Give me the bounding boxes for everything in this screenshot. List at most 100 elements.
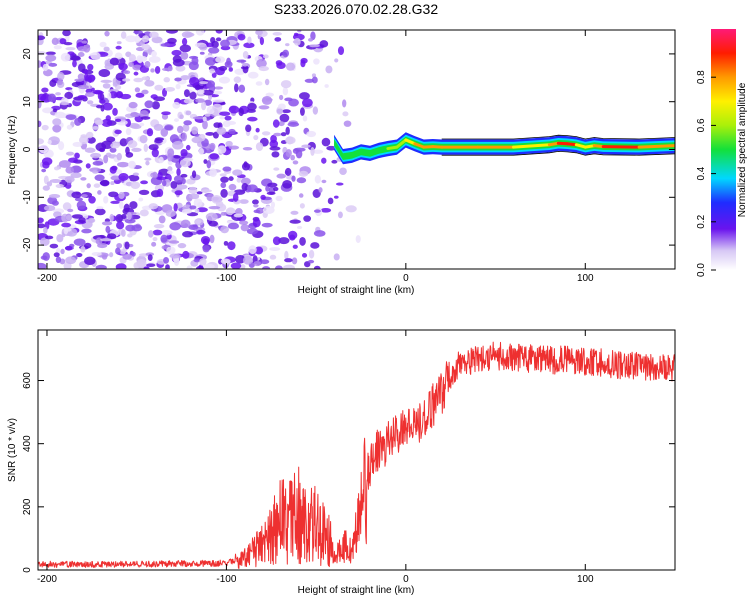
noise-blob (285, 136, 296, 145)
noise-blob (173, 155, 181, 159)
noise-blob (42, 63, 49, 72)
noise-blob (215, 56, 225, 63)
noise-blob (176, 125, 184, 134)
noise-blob (188, 76, 200, 86)
noise-blob (114, 52, 123, 60)
noise-blob (205, 131, 215, 136)
noise-blob (64, 175, 75, 183)
noise-blob (48, 193, 61, 199)
noise-blob (147, 254, 153, 262)
noise-blob (65, 114, 77, 120)
snr-panel: -200 -100 0 100 0 200 400 600 Height of straig… (7, 329, 676, 596)
noise-blob (279, 113, 290, 123)
noise-blob (85, 163, 91, 169)
noise-blob (209, 168, 217, 178)
noise-blob (331, 159, 338, 164)
noise-blob (172, 140, 184, 150)
noise-blob (101, 118, 113, 127)
noise-blob (243, 42, 255, 49)
noise-blob (242, 255, 253, 265)
noise-blob (345, 205, 357, 213)
noise-blob (288, 230, 298, 240)
noise-blob (301, 144, 311, 148)
noise-blob (81, 40, 88, 44)
noise-blob (166, 30, 178, 34)
noise-blob (115, 247, 121, 255)
noise-blob (171, 49, 182, 56)
noise-blob (74, 118, 82, 126)
noise-blob (131, 251, 136, 257)
noise-blob (188, 186, 198, 194)
noise-blob (195, 30, 205, 36)
noise-blob (259, 259, 270, 265)
noise-blob (80, 194, 88, 198)
noise-blob (242, 62, 248, 67)
spectrogram-ridge (334, 132, 675, 165)
noise-blob (321, 137, 331, 147)
noise-blob (166, 246, 176, 255)
noise-blob (132, 172, 139, 176)
noise-blob (56, 234, 64, 243)
noise-blob (191, 56, 199, 66)
snr-x-tick-label: 100 (577, 574, 594, 585)
noise-blob (122, 78, 131, 82)
noise-blob (123, 70, 131, 75)
noise-blob (255, 142, 264, 152)
noise-blob (55, 256, 62, 264)
noise-blob (270, 134, 277, 144)
noise-blob (180, 148, 188, 157)
noise-blob (173, 203, 178, 212)
noise-blob (262, 54, 269, 59)
noise-blob (52, 108, 58, 113)
ridge-hot-segment (547, 141, 560, 147)
noise-blob (43, 205, 56, 212)
noise-blob (153, 123, 164, 131)
noise-blob (181, 37, 188, 46)
noise-blob (120, 31, 127, 39)
noise-blob (167, 37, 177, 44)
snr-frame (37, 329, 676, 571)
noise-blob (309, 44, 320, 48)
noise-blob (109, 147, 117, 153)
noise-blob (74, 152, 80, 159)
noise-blob (38, 35, 46, 41)
noise-blob (275, 265, 283, 269)
noise-blob (135, 92, 145, 98)
noise-blob (40, 255, 48, 260)
noise-blob (154, 138, 163, 144)
noise-blob (115, 214, 124, 223)
noise-blob (228, 105, 240, 114)
noise-blob (233, 76, 242, 83)
noise-blob (65, 214, 72, 221)
noise-blob (280, 80, 292, 89)
noise-blob (185, 110, 192, 116)
noise-blob (313, 230, 326, 237)
noise-blob (92, 160, 104, 166)
noise-blob (109, 57, 120, 66)
noise-blob (253, 134, 259, 141)
noise-blob (232, 169, 243, 176)
noise-blob (48, 62, 58, 67)
noise-blob (225, 140, 233, 147)
noise-blob (49, 179, 62, 184)
noise-blob (212, 131, 219, 139)
noise-blob (185, 178, 196, 185)
snr-x-tick-label: -100 (216, 574, 236, 585)
noise-blob (267, 182, 278, 188)
noise-blob (139, 134, 148, 144)
snr-x-ticks: -200 -100 0 100 (37, 330, 594, 585)
noise-blob (157, 171, 163, 180)
noise-blob (132, 64, 142, 71)
noise-blob (326, 145, 337, 151)
noise-blob (110, 200, 121, 204)
ridge-hot-segment (583, 144, 596, 149)
noise-blob (65, 151, 75, 156)
noise-blob (238, 107, 244, 117)
noise-blob (209, 68, 215, 74)
noise-blob (152, 171, 158, 178)
noise-blob (292, 244, 298, 249)
noise-blob (161, 113, 169, 120)
noise-blob (78, 217, 86, 224)
noise-blob (313, 58, 320, 65)
noise-blob (160, 234, 168, 243)
